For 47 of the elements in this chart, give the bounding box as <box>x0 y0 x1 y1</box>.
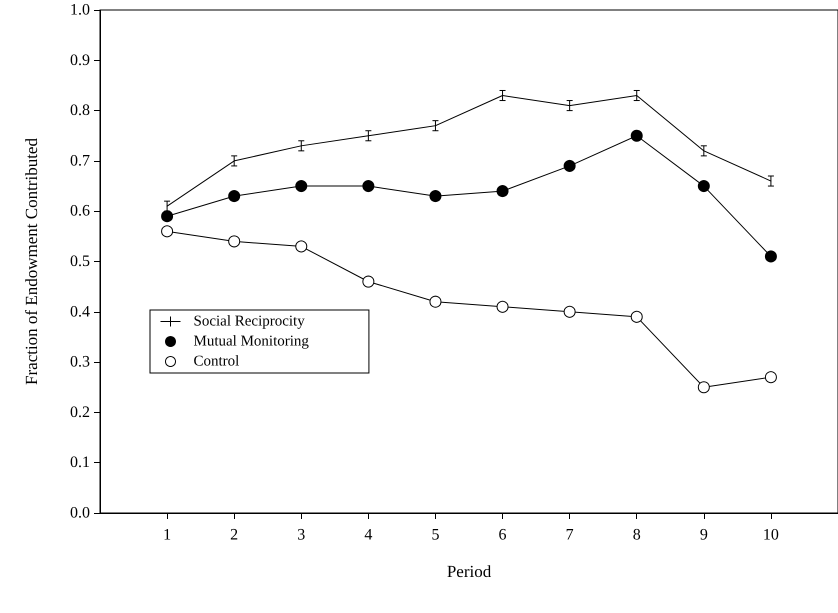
y-tick-label: 0.0 <box>70 504 90 522</box>
point <box>496 185 509 198</box>
x-axis-title: Period <box>446 562 492 581</box>
point <box>295 180 308 192</box>
line-series <box>166 95 772 207</box>
x-tick-label: 4 <box>364 526 372 544</box>
y-tick-label: 1.0 <box>70 2 90 18</box>
x-tick-label: 10 <box>762 526 779 544</box>
point <box>630 310 643 323</box>
point <box>496 300 509 313</box>
x-tick-label: 6 <box>498 526 507 544</box>
y-axis-title: Fraction of Endowment Contributed <box>22 138 41 385</box>
point <box>764 250 777 262</box>
point <box>161 210 174 222</box>
point <box>295 240 308 252</box>
point <box>228 235 240 248</box>
y-tick-label: 0.4 <box>70 303 90 320</box>
point <box>429 296 442 308</box>
x-tick-label: 7 <box>566 526 574 544</box>
legend-label: Social Reciprocity <box>194 314 306 330</box>
point <box>698 180 710 192</box>
point <box>564 306 576 318</box>
legend-label: Mutual Monitoring <box>194 334 310 350</box>
y-tick-label: 0.5 <box>70 253 90 270</box>
x-tick-label: 3 <box>297 526 306 544</box>
point <box>564 160 576 172</box>
point <box>429 190 442 202</box>
x-tick-label: 5 <box>431 526 440 544</box>
point <box>698 381 710 394</box>
point <box>630 130 643 142</box>
y-tick-label: 0.9 <box>70 52 90 69</box>
point <box>764 371 777 384</box>
x-tick-label: 1 <box>163 526 172 544</box>
x-tick-label: 9 <box>700 526 708 544</box>
y-tick-label: 0.6 <box>70 202 90 220</box>
x-tick-label: 8 <box>632 526 641 544</box>
point <box>362 180 374 192</box>
point <box>362 276 374 288</box>
point <box>228 190 240 202</box>
legend-label: Control <box>194 354 240 370</box>
point <box>161 225 174 238</box>
y-tick-label: 0.8 <box>70 102 90 120</box>
y-tick-label: 0.7 <box>70 152 90 170</box>
x-tick-label: 2 <box>230 526 238 544</box>
y-tick-label: 0.2 <box>70 404 90 421</box>
y-tick-label: 0.1 <box>70 454 90 472</box>
y-tick-label: 0.3 <box>70 354 90 371</box>
